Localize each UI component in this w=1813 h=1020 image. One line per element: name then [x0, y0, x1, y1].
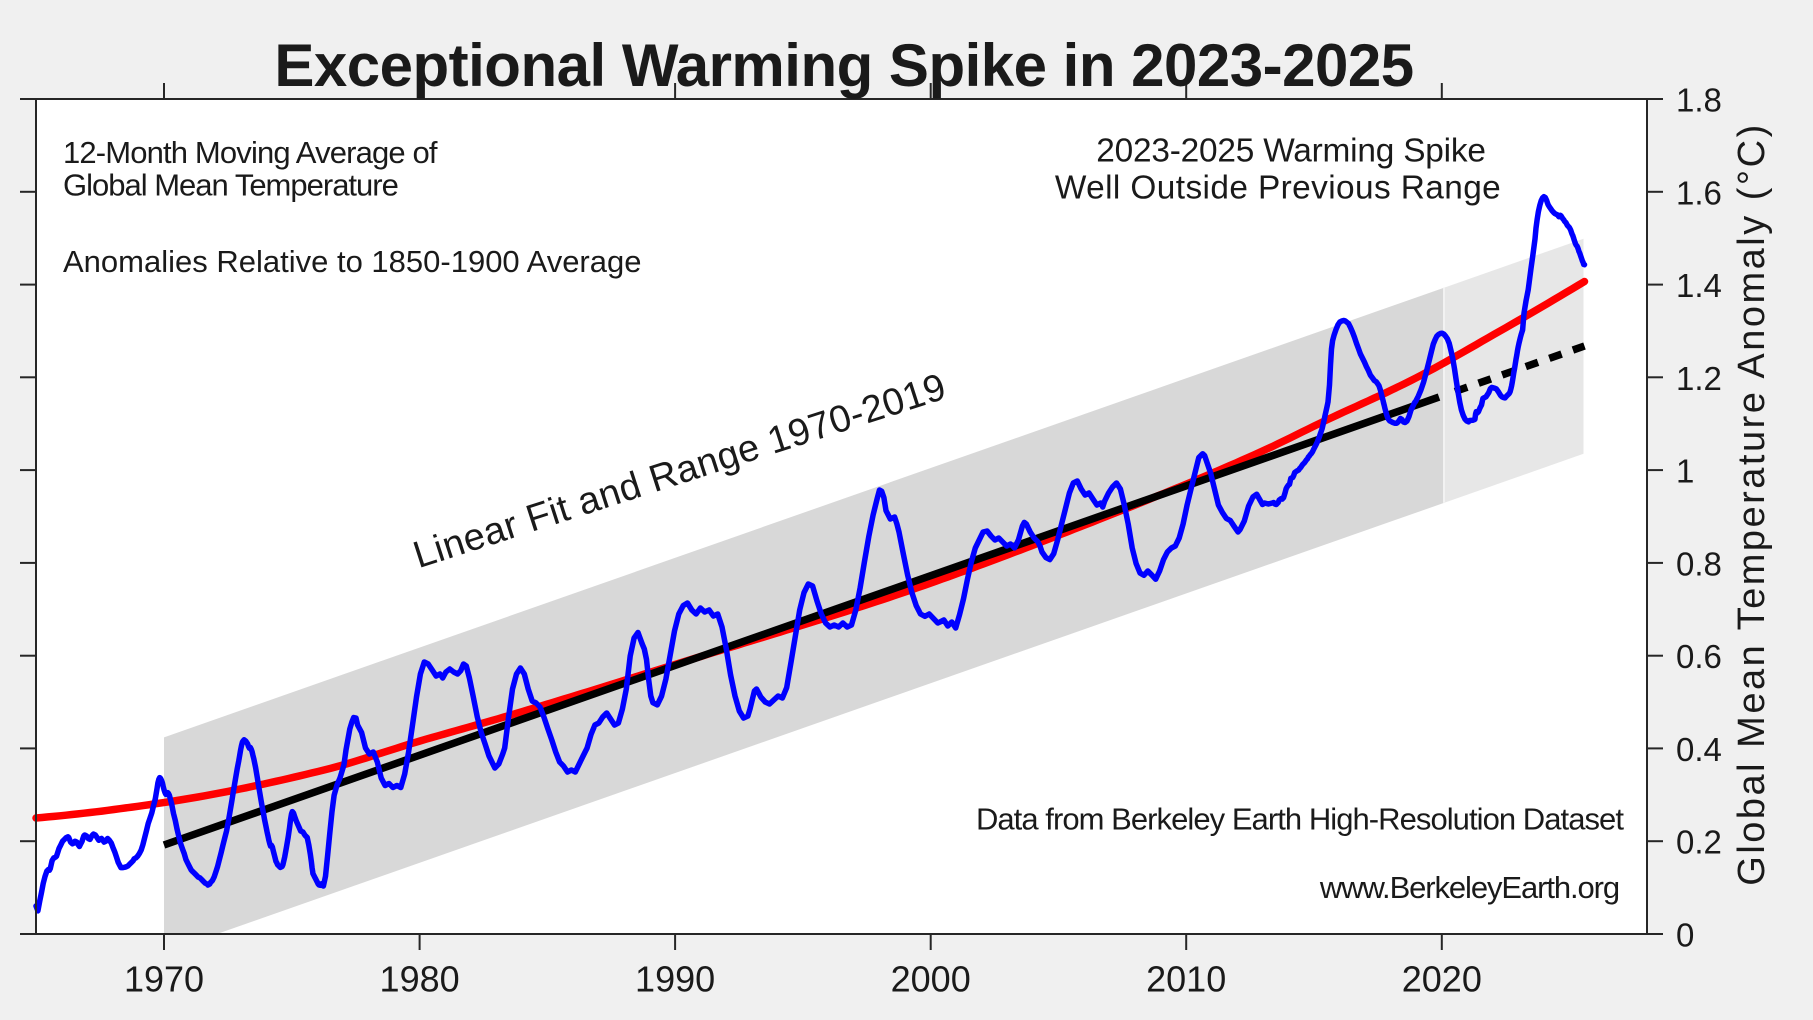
svg-text:1.6: 1.6 — [1676, 174, 1722, 211]
svg-text:1.4: 1.4 — [1676, 267, 1722, 304]
svg-text:0.4: 0.4 — [1676, 731, 1722, 768]
svg-text:Well Outside Previous Range: Well Outside Previous Range — [1055, 170, 1501, 207]
svg-text:1: 1 — [1676, 453, 1694, 490]
svg-text:0.6: 0.6 — [1676, 638, 1722, 675]
svg-text:1990: 1990 — [635, 959, 715, 1000]
svg-text:www.BerkeleyEarth.org: www.BerkeleyEarth.org — [1319, 870, 1619, 905]
svg-text:Global Mean Temperature Anomal: Global Mean Temperature Anomaly (°C) — [1731, 122, 1773, 885]
svg-text:1980: 1980 — [380, 959, 460, 1000]
svg-text:2000: 2000 — [891, 959, 971, 1000]
svg-text:12-Month Moving Average of: 12-Month Moving Average of — [63, 135, 438, 170]
svg-text:Data from Berkeley Earth High-: Data from Berkeley Earth High-Resolution… — [976, 802, 1624, 837]
svg-text:2023-2025 Warming Spike: 2023-2025 Warming Spike — [1096, 132, 1486, 169]
svg-text:Exceptional Warming Spike in 2: Exceptional Warming Spike in 2023-2025 — [274, 32, 1413, 99]
svg-text:0.8: 0.8 — [1676, 545, 1722, 582]
svg-text:0.2: 0.2 — [1676, 824, 1722, 861]
svg-text:1.8: 1.8 — [1676, 82, 1722, 119]
svg-text:Global Mean Temperature: Global Mean Temperature — [63, 168, 398, 203]
svg-text:1970: 1970 — [124, 959, 204, 1000]
svg-text:2010: 2010 — [1146, 959, 1226, 1000]
svg-text:0: 0 — [1676, 917, 1694, 954]
svg-text:2020: 2020 — [1402, 959, 1482, 1000]
svg-text:Anomalies Relative to 1850-190: Anomalies Relative to 1850-1900 Average — [63, 244, 641, 279]
svg-text:1.2: 1.2 — [1676, 360, 1722, 397]
